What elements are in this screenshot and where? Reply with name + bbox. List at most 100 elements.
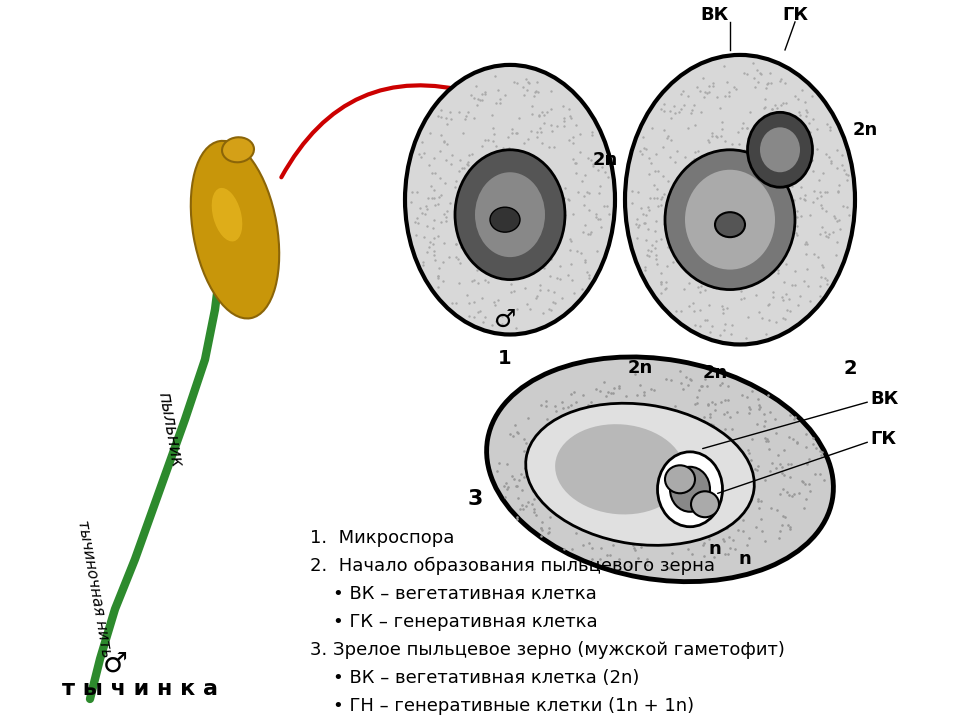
Point	[439, 154, 454, 166]
Point	[766, 286, 781, 297]
Point	[487, 128, 502, 140]
Point	[574, 176, 589, 187]
Point	[723, 274, 738, 285]
Point	[695, 539, 710, 551]
Point	[835, 200, 851, 212]
Point	[460, 215, 475, 227]
Ellipse shape	[555, 424, 684, 514]
Point	[770, 264, 785, 276]
Ellipse shape	[658, 452, 723, 527]
Point	[541, 526, 557, 538]
Point	[453, 241, 468, 253]
Point	[768, 462, 783, 474]
Point	[799, 428, 814, 440]
Point	[573, 496, 588, 508]
Point	[728, 84, 743, 95]
Point	[760, 148, 776, 159]
Point	[666, 198, 682, 210]
Point	[529, 181, 544, 192]
Point	[677, 532, 692, 544]
Point	[549, 120, 564, 132]
Point	[784, 181, 800, 192]
Point	[742, 532, 757, 544]
Point	[657, 105, 672, 117]
Point	[487, 300, 502, 311]
Point	[521, 78, 537, 89]
Point	[581, 399, 596, 410]
Point	[751, 166, 766, 178]
Point	[715, 260, 731, 271]
Point	[673, 256, 688, 268]
Point	[612, 382, 627, 394]
Point	[461, 310, 476, 322]
Point	[472, 305, 488, 317]
Point	[681, 91, 696, 102]
Point	[425, 238, 441, 250]
Point	[539, 400, 554, 412]
Ellipse shape	[670, 467, 710, 512]
Point	[516, 188, 531, 199]
Point	[738, 482, 754, 494]
Point	[593, 222, 609, 233]
Point	[555, 101, 570, 112]
Point	[631, 221, 646, 233]
Point	[467, 274, 482, 286]
Point	[516, 504, 531, 516]
Point	[640, 222, 656, 234]
Point	[460, 156, 475, 168]
Point	[773, 174, 788, 186]
Point	[684, 104, 700, 115]
Point	[775, 292, 790, 303]
Text: ♂: ♂	[493, 307, 516, 331]
Point	[663, 374, 679, 386]
Point	[518, 73, 534, 85]
Point	[657, 409, 672, 420]
Point	[529, 127, 544, 138]
Point	[547, 480, 563, 492]
Point	[577, 482, 592, 493]
Point	[542, 511, 558, 523]
Point	[557, 543, 572, 554]
Point	[568, 396, 584, 408]
Point	[685, 297, 701, 309]
Point	[821, 151, 836, 163]
Point	[509, 427, 524, 438]
Point	[470, 94, 486, 105]
Point	[722, 86, 737, 97]
Point	[517, 462, 533, 474]
Point	[675, 258, 690, 269]
Point	[512, 112, 527, 124]
Point	[470, 277, 486, 289]
Point	[812, 228, 828, 240]
Point	[652, 447, 667, 459]
Point	[692, 470, 708, 482]
Point	[683, 219, 698, 230]
Point	[639, 553, 655, 564]
Point	[555, 292, 570, 303]
Point	[762, 465, 778, 477]
Point	[753, 161, 768, 172]
Ellipse shape	[685, 170, 775, 269]
Point	[777, 276, 792, 288]
Point	[611, 554, 626, 565]
Point	[600, 387, 615, 398]
Point	[705, 477, 720, 489]
Point	[758, 251, 774, 262]
Text: 2n: 2n	[628, 359, 653, 377]
Point	[461, 164, 476, 176]
Point	[477, 227, 492, 238]
Point	[543, 498, 559, 509]
Point	[716, 60, 732, 72]
Point	[488, 315, 503, 327]
Point	[660, 132, 675, 143]
Point	[719, 160, 734, 171]
Point	[653, 482, 668, 494]
Point	[662, 412, 678, 423]
Point	[646, 384, 661, 396]
Point	[597, 444, 612, 455]
Point	[677, 283, 692, 294]
Point	[793, 181, 808, 192]
Point	[650, 200, 665, 212]
Point	[802, 133, 817, 145]
Point	[465, 276, 480, 287]
